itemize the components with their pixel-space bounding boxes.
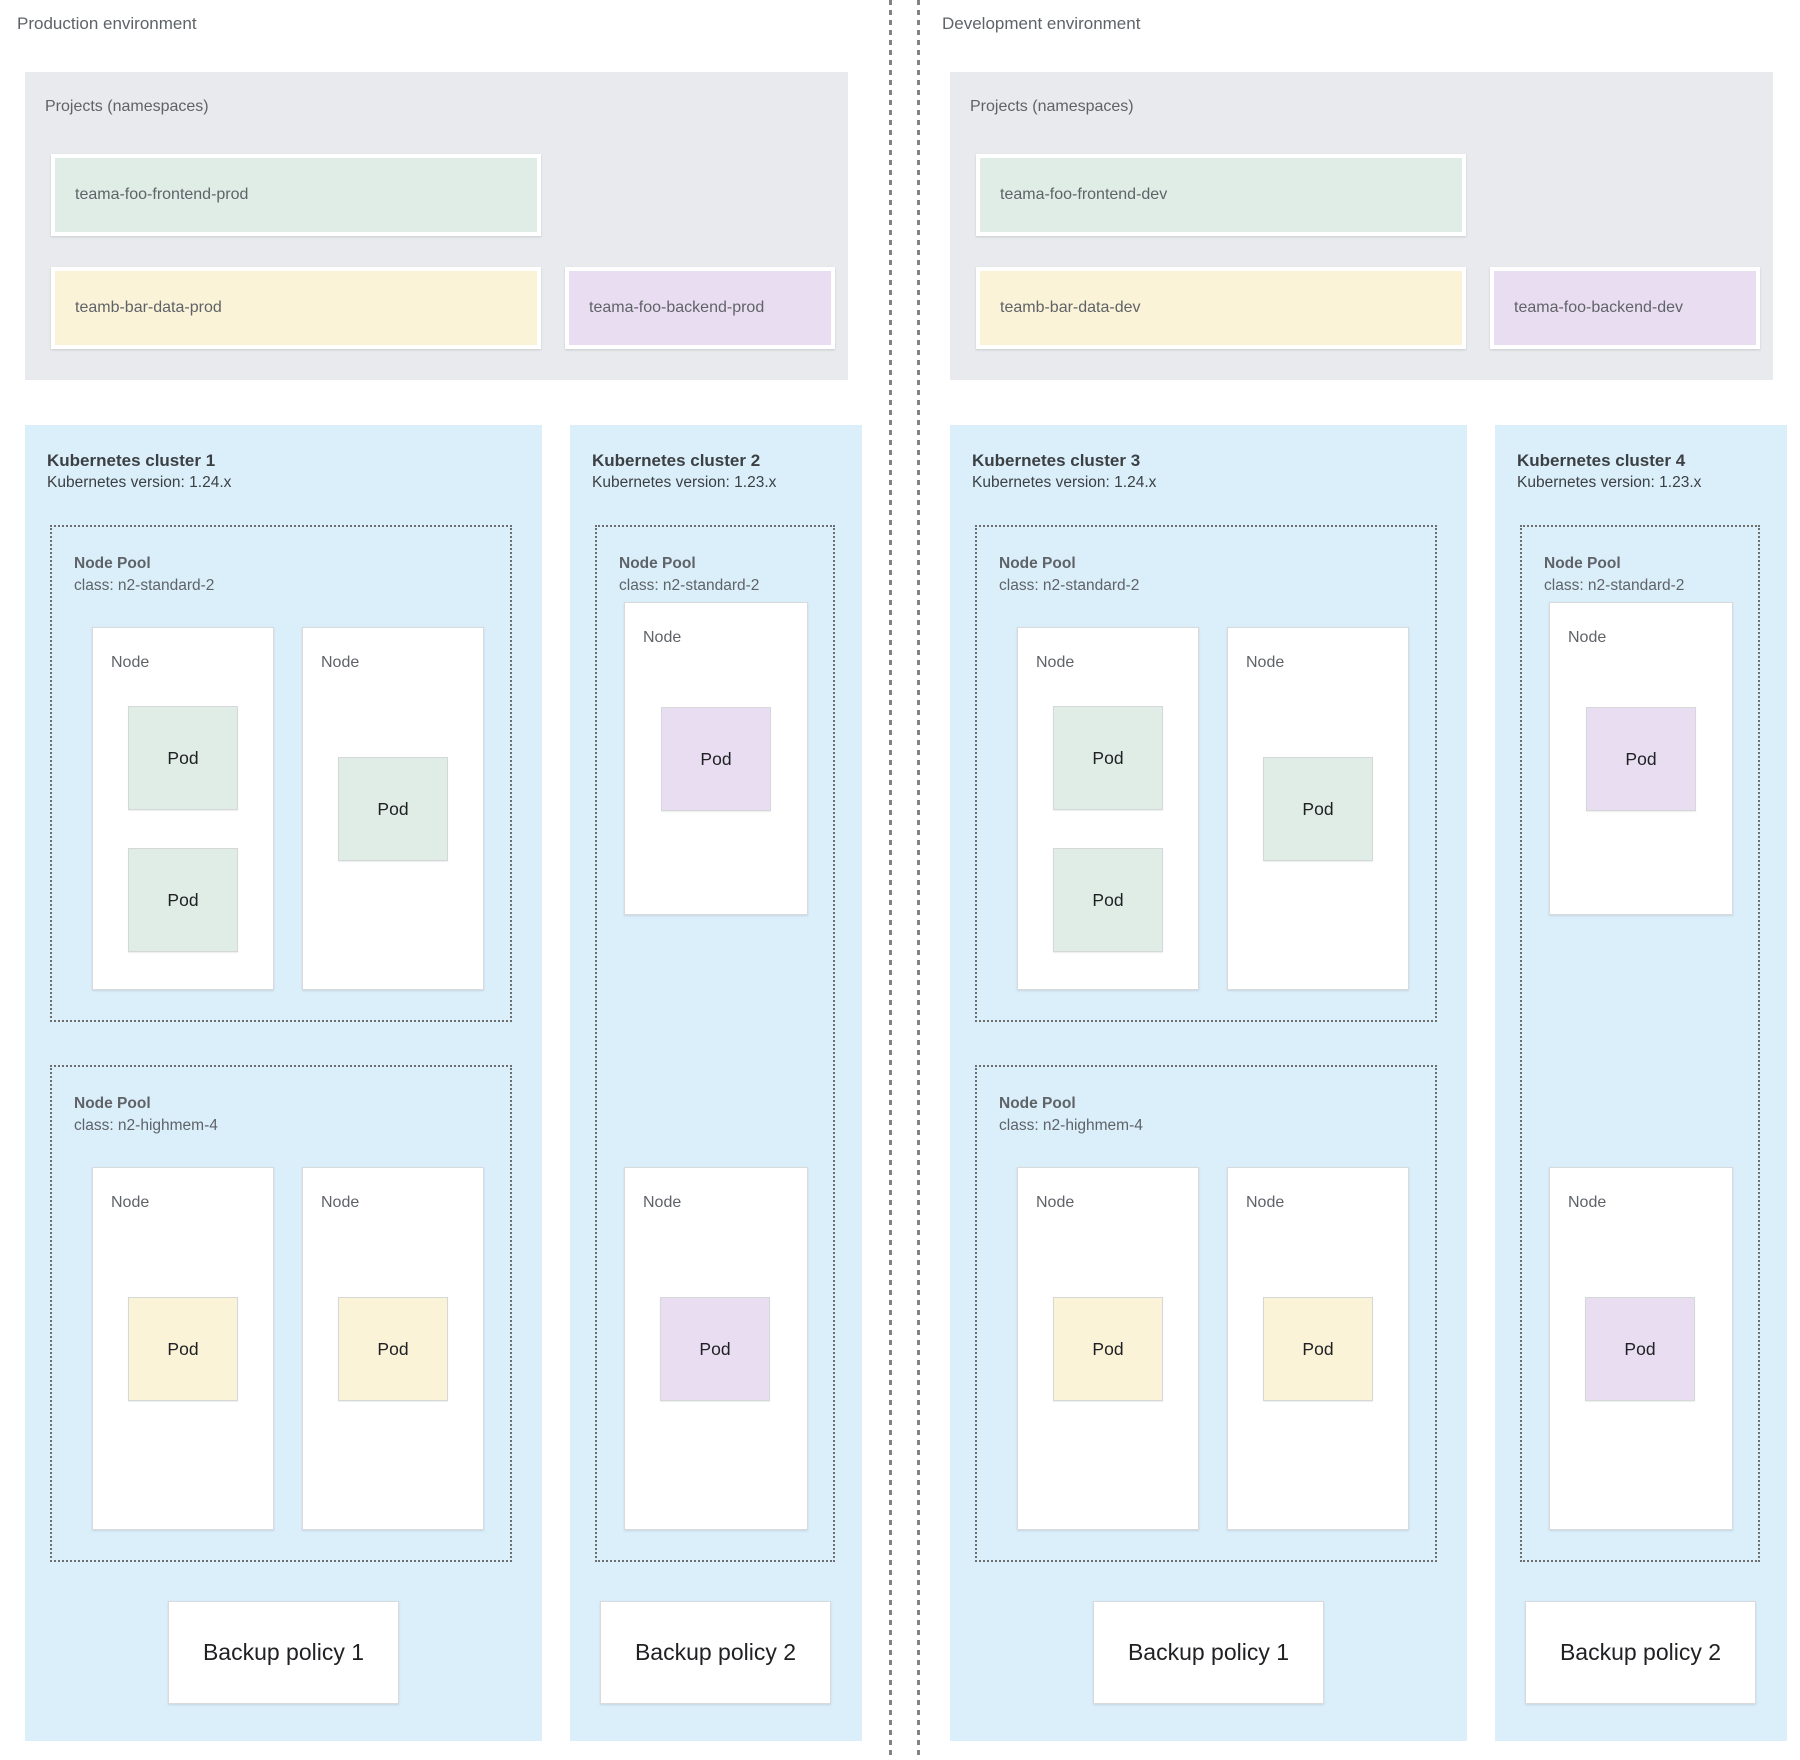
node-label: Node xyxy=(111,1194,150,1211)
node-pool-class: class: n2-standard-2 xyxy=(1544,577,1685,594)
namespace-box: teama-foo-backend-dev xyxy=(1490,267,1760,349)
node: Node Pod xyxy=(1549,1167,1733,1530)
node-pool-title: Node Pool xyxy=(619,555,696,572)
kubernetes-cluster: Kubernetes cluster 3 Kubernetes version:… xyxy=(950,425,1467,1741)
node-label: Node xyxy=(321,1194,360,1211)
node: Node Pod xyxy=(1227,1167,1409,1530)
kubernetes-cluster: Kubernetes cluster 2 Kubernetes version:… xyxy=(570,425,862,1741)
node-label: Node xyxy=(1568,629,1607,646)
node-label: Node xyxy=(1568,1194,1607,1211)
node-pool-title: Node Pool xyxy=(74,1095,151,1112)
node-pool-class: class: n2-highmem-4 xyxy=(74,1117,218,1134)
production-environment-column: Production environment Projects (namespa… xyxy=(17,0,862,1760)
pod: Pod xyxy=(661,707,771,811)
pod: Pod xyxy=(1586,707,1696,811)
projects-panel: Projects (namespaces) teama-foo-frontend… xyxy=(25,72,848,380)
pod: Pod xyxy=(338,1297,448,1401)
pod: Pod xyxy=(1053,848,1163,952)
cluster-version: Kubernetes version: 1.24.x xyxy=(47,474,232,491)
node: Node Pod xyxy=(624,1167,808,1530)
pod: Pod xyxy=(128,848,238,952)
environment-label: Production environment xyxy=(17,14,197,33)
node: Node Pod xyxy=(302,627,484,990)
node-pool-class: class: n2-standard-2 xyxy=(74,577,215,594)
development-environment-column: Development environment Projects (namesp… xyxy=(942,0,1787,1760)
pod: Pod xyxy=(1585,1297,1695,1401)
node-label: Node xyxy=(111,654,150,671)
cluster-version: Kubernetes version: 1.24.x xyxy=(972,474,1157,491)
node-label: Node xyxy=(1246,1194,1285,1211)
node-pool: Node Pool class: n2-highmem-4 Node Pod N… xyxy=(975,1065,1437,1562)
node: Node Pod Pod xyxy=(1017,627,1199,990)
namespace-box: teamb-bar-data-prod xyxy=(51,267,541,349)
node: Node Pod xyxy=(302,1167,484,1530)
node-pool: Node Pool class: n2-standard-2 Node Pod … xyxy=(595,525,835,1562)
cluster-version: Kubernetes version: 1.23.x xyxy=(592,474,777,491)
backup-policy-box: Backup policy 2 xyxy=(600,1601,831,1704)
pod: Pod xyxy=(1263,757,1373,861)
projects-panel-title: Projects (namespaces) xyxy=(45,98,209,115)
projects-panel: Projects (namespaces) teama-foo-frontend… xyxy=(950,72,1773,380)
cluster-title: Kubernetes cluster 4 xyxy=(1517,451,1686,470)
pod: Pod xyxy=(1053,1297,1163,1401)
kubernetes-cluster: Kubernetes cluster 4 Kubernetes version:… xyxy=(1495,425,1787,1741)
namespace-box: teamb-bar-data-dev xyxy=(976,267,1466,349)
projects-panel-title: Projects (namespaces) xyxy=(970,98,1134,115)
node-label: Node xyxy=(643,629,682,646)
node-pool: Node Pool class: n2-highmem-4 Node Pod N… xyxy=(50,1065,512,1562)
node: Node Pod xyxy=(624,602,808,915)
node: Node Pod xyxy=(1017,1167,1199,1530)
node-label: Node xyxy=(1036,654,1075,671)
node-label: Node xyxy=(1246,654,1285,671)
environment-divider-line xyxy=(917,0,920,1760)
node-label: Node xyxy=(643,1194,682,1211)
node-pool: Node Pool class: n2-standard-2 Node Pod … xyxy=(975,525,1437,1022)
pod: Pod xyxy=(128,1297,238,1401)
node-pool-title: Node Pool xyxy=(1544,555,1621,572)
node-pool-class: class: n2-standard-2 xyxy=(619,577,760,594)
backup-policy-box: Backup policy 1 xyxy=(168,1601,399,1704)
node-pool-title: Node Pool xyxy=(999,1095,1076,1112)
cluster-version: Kubernetes version: 1.23.x xyxy=(1517,474,1702,491)
node: Node Pod xyxy=(1549,602,1733,915)
environment-label: Development environment xyxy=(942,14,1141,33)
node-pool: Node Pool class: n2-standard-2 Node Pod … xyxy=(50,525,512,1022)
cluster-title: Kubernetes cluster 3 xyxy=(972,451,1141,470)
node: Node Pod xyxy=(1227,627,1409,990)
node-pool-class: class: n2-standard-2 xyxy=(999,577,1140,594)
pod: Pod xyxy=(128,706,238,810)
pod: Pod xyxy=(660,1297,770,1401)
node-pool-title: Node Pool xyxy=(999,555,1076,572)
namespace-box: teama-foo-frontend-prod xyxy=(51,154,541,236)
pod: Pod xyxy=(1263,1297,1373,1401)
node-pool-title: Node Pool xyxy=(74,555,151,572)
namespace-box: teama-foo-backend-prod xyxy=(565,267,835,349)
node: Node Pod xyxy=(92,1167,274,1530)
cluster-title: Kubernetes cluster 2 xyxy=(592,451,761,470)
environment-divider-line xyxy=(889,0,892,1760)
node: Node Pod Pod xyxy=(92,627,274,990)
node-label: Node xyxy=(321,654,360,671)
cluster-title: Kubernetes cluster 1 xyxy=(47,451,216,470)
node-pool: Node Pool class: n2-standard-2 Node Pod … xyxy=(1520,525,1760,1562)
pod: Pod xyxy=(1053,706,1163,810)
namespace-box: teama-foo-frontend-dev xyxy=(976,154,1466,236)
node-pool-class: class: n2-highmem-4 xyxy=(999,1117,1143,1134)
node-label: Node xyxy=(1036,1194,1075,1211)
backup-policy-box: Backup policy 1 xyxy=(1093,1601,1324,1704)
kubernetes-cluster: Kubernetes cluster 1 Kubernetes version:… xyxy=(25,425,542,1741)
backup-policy-box: Backup policy 2 xyxy=(1525,1601,1756,1704)
pod: Pod xyxy=(338,757,448,861)
